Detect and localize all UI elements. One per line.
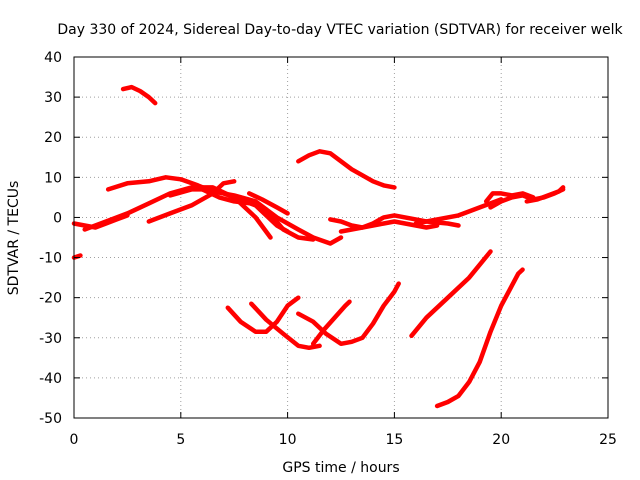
y-tick-label: -10 [39,251,62,267]
y-tick-label: 20 [44,130,62,146]
series-arc-3 [120,84,158,106]
y-tick-label: -20 [39,291,62,307]
y-axis-label: SDTVAR / TECUs [6,181,22,296]
series-arc-6 [146,179,237,224]
x-tick-label: 0 [70,432,79,448]
series-arc-7 [167,187,290,234]
y-tick-label: -30 [39,331,62,347]
series-arc-8 [199,187,316,242]
x-tick-label: 5 [176,432,185,448]
series-arc-16 [524,185,566,204]
chart-title: Day 330 of 2024, Sidereal Day-to-day VTE… [57,22,623,38]
series-arc-20 [310,299,352,347]
plot-frame [73,56,609,419]
series-arc-22 [434,267,525,409]
x-tick-label: 20 [492,432,510,448]
y-tick-label: 30 [44,90,62,106]
series-group [71,84,566,409]
x-tick-label: 25 [599,432,617,448]
series-arc-10 [296,149,397,190]
y-tick-label: 0 [53,210,62,226]
y-tick-label: -50 [39,411,62,427]
series-arc-11 [328,217,440,230]
series-arc-17 [225,295,301,335]
x-tick-label: 15 [385,432,403,448]
series-arc-18 [249,301,322,351]
y-axis-ticks: -50 -40 -30 -20 -10 0 10 20 30 40 [39,50,608,427]
x-axis-label: GPS time / hours [282,460,399,476]
grid-lines [74,57,608,418]
series-arc-4 [105,175,344,246]
x-axis-ticks: 0 5 10 15 20 25 [70,57,617,448]
y-tick-label: 10 [44,170,62,186]
y-tick-label: -40 [39,371,62,387]
y-tick-label: 40 [44,50,62,66]
series-arc-19 [296,281,401,347]
series-arc-9 [246,191,290,216]
series-arc-21 [409,249,493,339]
series-arc-13 [413,197,504,226]
x-tick-label: 10 [279,432,297,448]
